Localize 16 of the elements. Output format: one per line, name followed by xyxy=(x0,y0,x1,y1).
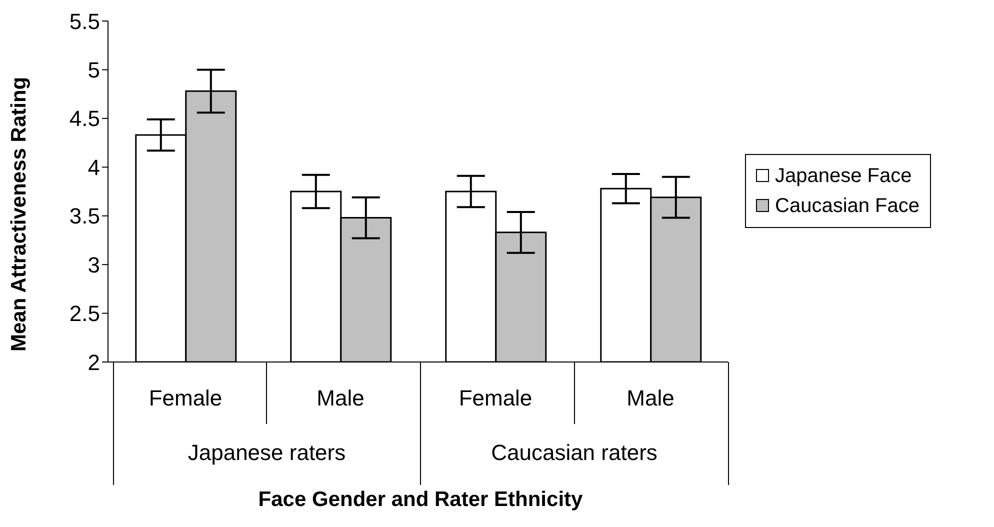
x-tick-label: Female xyxy=(458,386,532,411)
y-tick-label: 3.5 xyxy=(69,204,100,229)
x-tick-label: Female xyxy=(148,386,222,411)
x-axis-title: Face Gender and Rater Ethnicity xyxy=(257,488,584,512)
x-tick-label: Male xyxy=(316,386,364,411)
legend-label: Japanese Face xyxy=(775,164,912,188)
y-tick-label: 4 xyxy=(88,154,100,180)
y-tick-label: 4.5 xyxy=(69,106,100,132)
y-tick-label: 5.5 xyxy=(69,8,100,34)
x-tick-label: Male xyxy=(626,386,674,411)
y-tick-label: 2 xyxy=(88,350,100,375)
y-tick-label: 3 xyxy=(88,252,100,278)
y-tick-label: 2.5 xyxy=(69,301,100,326)
legend-label: Caucasian Face xyxy=(775,194,920,218)
y-axis-title: Mean Attractiveness Rating xyxy=(7,76,30,352)
y-tick-label: 5 xyxy=(88,58,100,83)
